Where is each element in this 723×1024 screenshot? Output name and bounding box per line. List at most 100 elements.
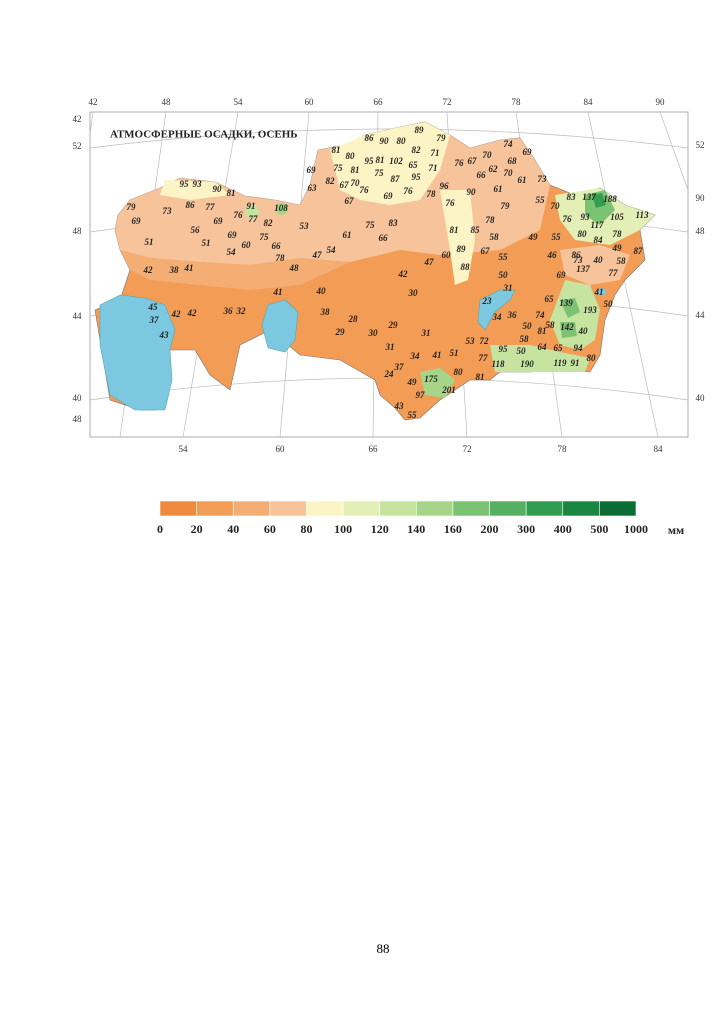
station-value: 31 [503, 283, 513, 293]
station-value: 117 [590, 220, 604, 230]
station-value: 58 [546, 320, 556, 330]
legend-swatch [562, 500, 600, 517]
station-value: 34 [492, 312, 503, 322]
station-value: 23 [482, 296, 493, 306]
station-value: 63 [308, 183, 318, 193]
station-value: 76 [563, 214, 573, 224]
station-value: 65 [545, 294, 555, 304]
top-longitude: 54 [234, 97, 244, 107]
legend-label: 200 [481, 522, 499, 536]
station-value: 49 [612, 243, 623, 253]
station-value: 47 [424, 257, 435, 267]
top-longitude: 72 [443, 97, 452, 107]
legend-label: 140 [407, 522, 425, 536]
station-value: 47 [312, 250, 323, 260]
bottom-longitude: 54 [179, 444, 189, 454]
station-value: 69 [384, 191, 394, 201]
station-value: 43 [394, 401, 405, 411]
station-value: 24 [384, 369, 395, 379]
station-value: 95 [412, 172, 422, 182]
station-value: 65 [409, 160, 419, 170]
station-value: 54 [327, 245, 337, 255]
station-value: 66 [379, 233, 389, 243]
station-value: 41 [184, 263, 194, 273]
legend-label: 80 [300, 522, 312, 536]
station-value: 71 [431, 148, 440, 158]
legend-swatch [416, 500, 454, 517]
right-latitude: 48 [696, 226, 706, 236]
left-latitude: 48 [73, 414, 83, 424]
station-value: 70 [483, 150, 493, 160]
legend-label: 300 [517, 522, 535, 536]
station-value: 53 [300, 221, 310, 231]
legend-swatch [379, 500, 417, 517]
right-latitude: 44 [696, 310, 706, 320]
station-value: 81 [351, 165, 360, 175]
station-value: 74 [504, 139, 514, 149]
legend-swatch [269, 500, 307, 517]
top-longitude: 42 [89, 97, 98, 107]
station-value: 58 [520, 334, 530, 344]
legend-label: 40 [227, 522, 239, 536]
station-value: 78 [427, 189, 437, 199]
right-latitude: 52 [696, 140, 705, 150]
station-value: 73 [538, 174, 548, 184]
station-value: 42 [398, 269, 409, 279]
station-value: 50 [523, 321, 533, 331]
station-value: 76 [234, 210, 244, 220]
station-value: 93 [193, 179, 203, 189]
right-latitude: 40 [696, 393, 706, 403]
station-value: 95 [499, 344, 509, 354]
bottom-longitude: 72 [463, 444, 472, 454]
legend-swatch [159, 500, 197, 517]
station-value: 61 [494, 184, 503, 194]
station-value: 81 [332, 145, 341, 155]
station-value: 75 [366, 220, 376, 230]
station-value: 137 [576, 264, 590, 274]
station-value: 37 [394, 362, 405, 372]
station-value: 73 [574, 255, 584, 265]
station-value: 90 [467, 187, 477, 197]
station-value: 41 [594, 287, 604, 297]
station-value: 69 [307, 165, 317, 175]
station-value: 142 [560, 322, 574, 332]
top-longitude: 90 [656, 97, 666, 107]
station-value: 31 [421, 328, 431, 338]
station-value: 36 [223, 306, 234, 316]
station-value: 83 [567, 192, 577, 202]
station-value: 28 [348, 314, 359, 324]
station-value: 80 [578, 229, 588, 239]
station-value: 65 [554, 343, 564, 353]
station-value: 70 [351, 178, 361, 188]
station-value: 49 [528, 232, 539, 242]
station-value: 50 [604, 299, 614, 309]
station-value: 190 [520, 359, 534, 369]
top-longitude: 78 [512, 97, 522, 107]
station-value: 42 [187, 308, 198, 318]
station-value: 68 [508, 156, 518, 166]
station-value: 46 [547, 250, 558, 260]
station-value: 38 [169, 265, 180, 275]
station-value: 29 [388, 320, 399, 330]
station-value: 72 [480, 336, 490, 346]
legend-swatch [306, 500, 344, 517]
station-value: 55 [536, 195, 546, 205]
legend-label: 60 [264, 522, 276, 536]
station-value: 89 [457, 244, 467, 254]
station-value: 38 [320, 307, 331, 317]
station-value: 81 [476, 372, 485, 382]
station-value: 69 [557, 270, 567, 280]
legend-label: 100 [334, 522, 352, 536]
station-value: 71 [429, 163, 438, 173]
station-value: 84 [594, 235, 604, 245]
station-value: 77 [609, 268, 619, 278]
right-latitude: 90 [696, 193, 706, 203]
station-value: 66 [272, 241, 282, 251]
station-value: 53 [466, 336, 476, 346]
station-value: 36 [507, 310, 518, 320]
station-value: 79 [127, 202, 137, 212]
station-value: 69 [228, 230, 238, 240]
left-latitude: 42 [73, 114, 82, 124]
station-value: 80 [397, 136, 407, 146]
